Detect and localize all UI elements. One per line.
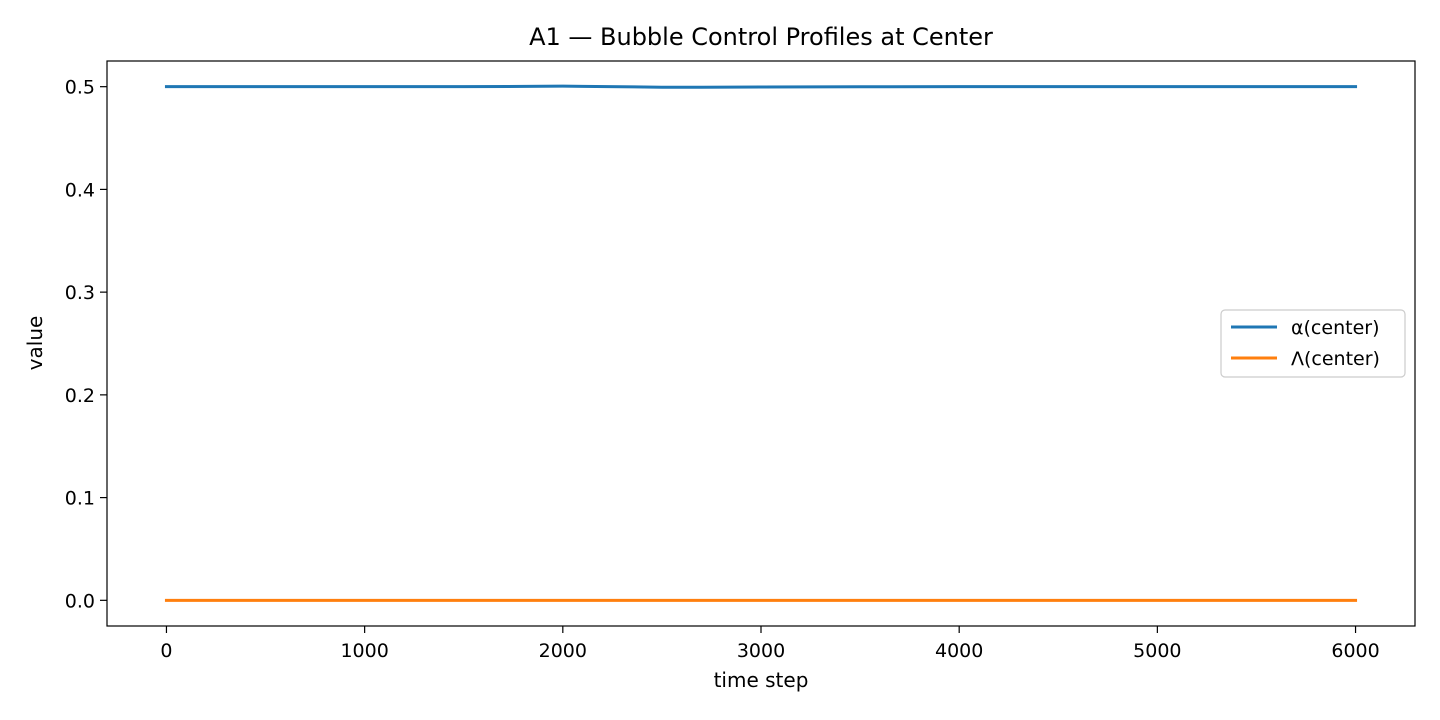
x-tick-label: 4000: [935, 640, 983, 662]
series-line-0: [164, 84, 1358, 89]
chart-title: A1 — Bubble Control Profiles at Center: [529, 23, 993, 51]
series-layer: [164, 84, 1358, 602]
legend-label: Λ(center): [1291, 348, 1380, 370]
y-tick-label: 0.0: [65, 590, 95, 612]
y-tick-label: 0.2: [65, 385, 95, 407]
x-tick-label: 3000: [737, 640, 785, 662]
y-axis: 0.0 0.1 0.2 0.3 0.4 0.5: [65, 77, 107, 612]
legend: α(center) Λ(center): [1220, 309, 1406, 378]
x-tick-label: 2000: [539, 640, 587, 662]
x-tick-label: 0: [160, 640, 172, 662]
plot-area: [106, 60, 1416, 627]
y-tick-label: 0.5: [65, 77, 95, 99]
y-tick-label: 0.3: [65, 282, 95, 304]
x-tick-label: 6000: [1331, 640, 1379, 662]
y-tick-label: 0.4: [65, 179, 95, 201]
y-tick-label: 0.1: [65, 488, 95, 510]
x-axis-label: time step: [714, 668, 809, 692]
x-tick-label: 5000: [1133, 640, 1181, 662]
x-axis: 0 1000 2000 3000 4000 5000 6000: [160, 626, 1380, 662]
y-axis-label: value: [23, 316, 47, 371]
legend-label: α(center): [1291, 317, 1379, 339]
plot-background: [107, 61, 1415, 626]
x-tick-label: 1000: [340, 640, 388, 662]
